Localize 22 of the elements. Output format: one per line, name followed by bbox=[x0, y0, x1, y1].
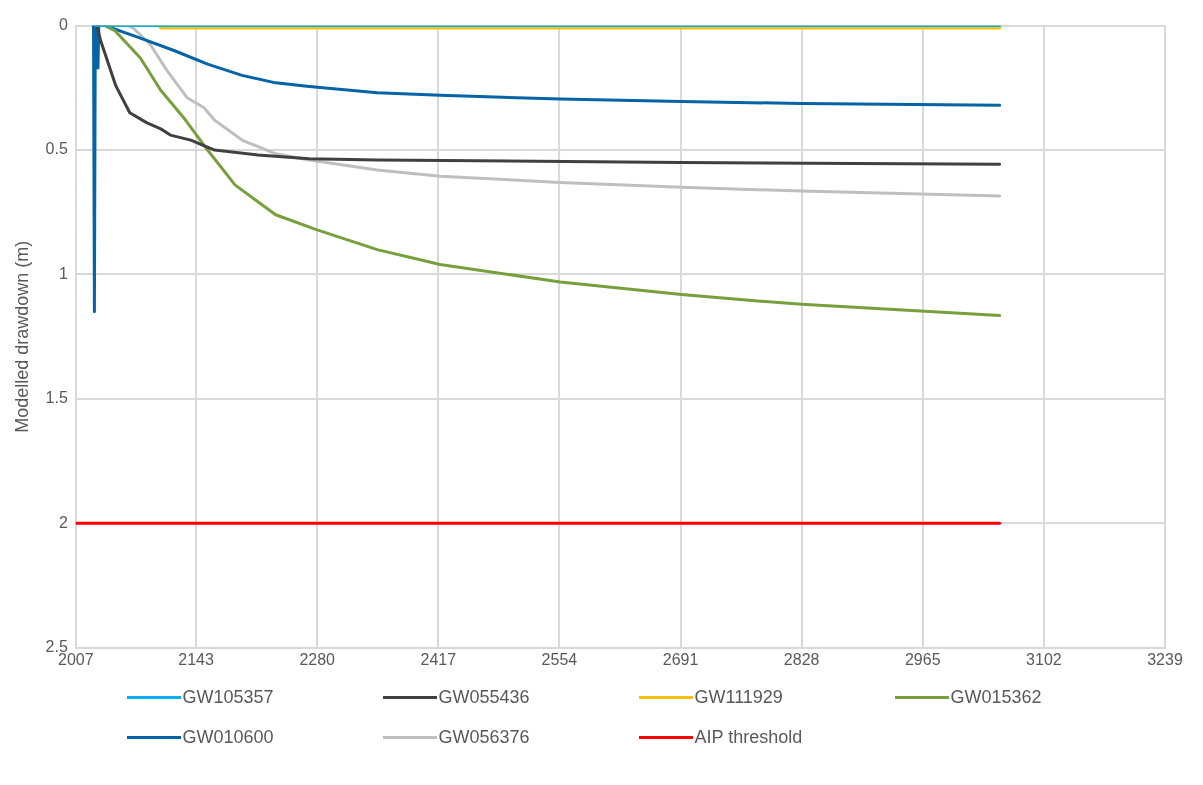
legend-label: AIP threshold bbox=[694, 726, 803, 748]
x-tick-label: 2143 bbox=[178, 650, 214, 668]
legend-label: GW056376 bbox=[438, 726, 530, 748]
y-tick-label: 1 bbox=[58, 264, 68, 282]
legend-label: GW105357 bbox=[182, 686, 274, 708]
x-tick-label: 2417 bbox=[420, 650, 457, 668]
x-tick-label: 3102 bbox=[1026, 650, 1062, 668]
y-tick-label: 1.5 bbox=[45, 389, 68, 407]
y-tick-label: 0.5 bbox=[45, 140, 68, 158]
y-axis-title: Modelled drawdown (m) bbox=[11, 240, 32, 433]
x-tick-label: 3239 bbox=[1147, 650, 1183, 668]
legend-label: GW010600 bbox=[182, 726, 274, 748]
y-tick-label: 0 bbox=[58, 16, 68, 34]
x-tick-label: 2280 bbox=[299, 650, 336, 668]
x-tick-label: 2828 bbox=[783, 650, 820, 668]
x-tick-label: 2691 bbox=[662, 650, 699, 668]
y-tick-label: 2 bbox=[58, 513, 68, 531]
x-tick-label: 2554 bbox=[541, 650, 578, 668]
legend-label: GW055436 bbox=[438, 686, 530, 708]
legend-label: GW111929 bbox=[694, 686, 783, 708]
x-tick-label: 2965 bbox=[904, 650, 941, 668]
legend-label: GW015362 bbox=[950, 686, 1042, 708]
